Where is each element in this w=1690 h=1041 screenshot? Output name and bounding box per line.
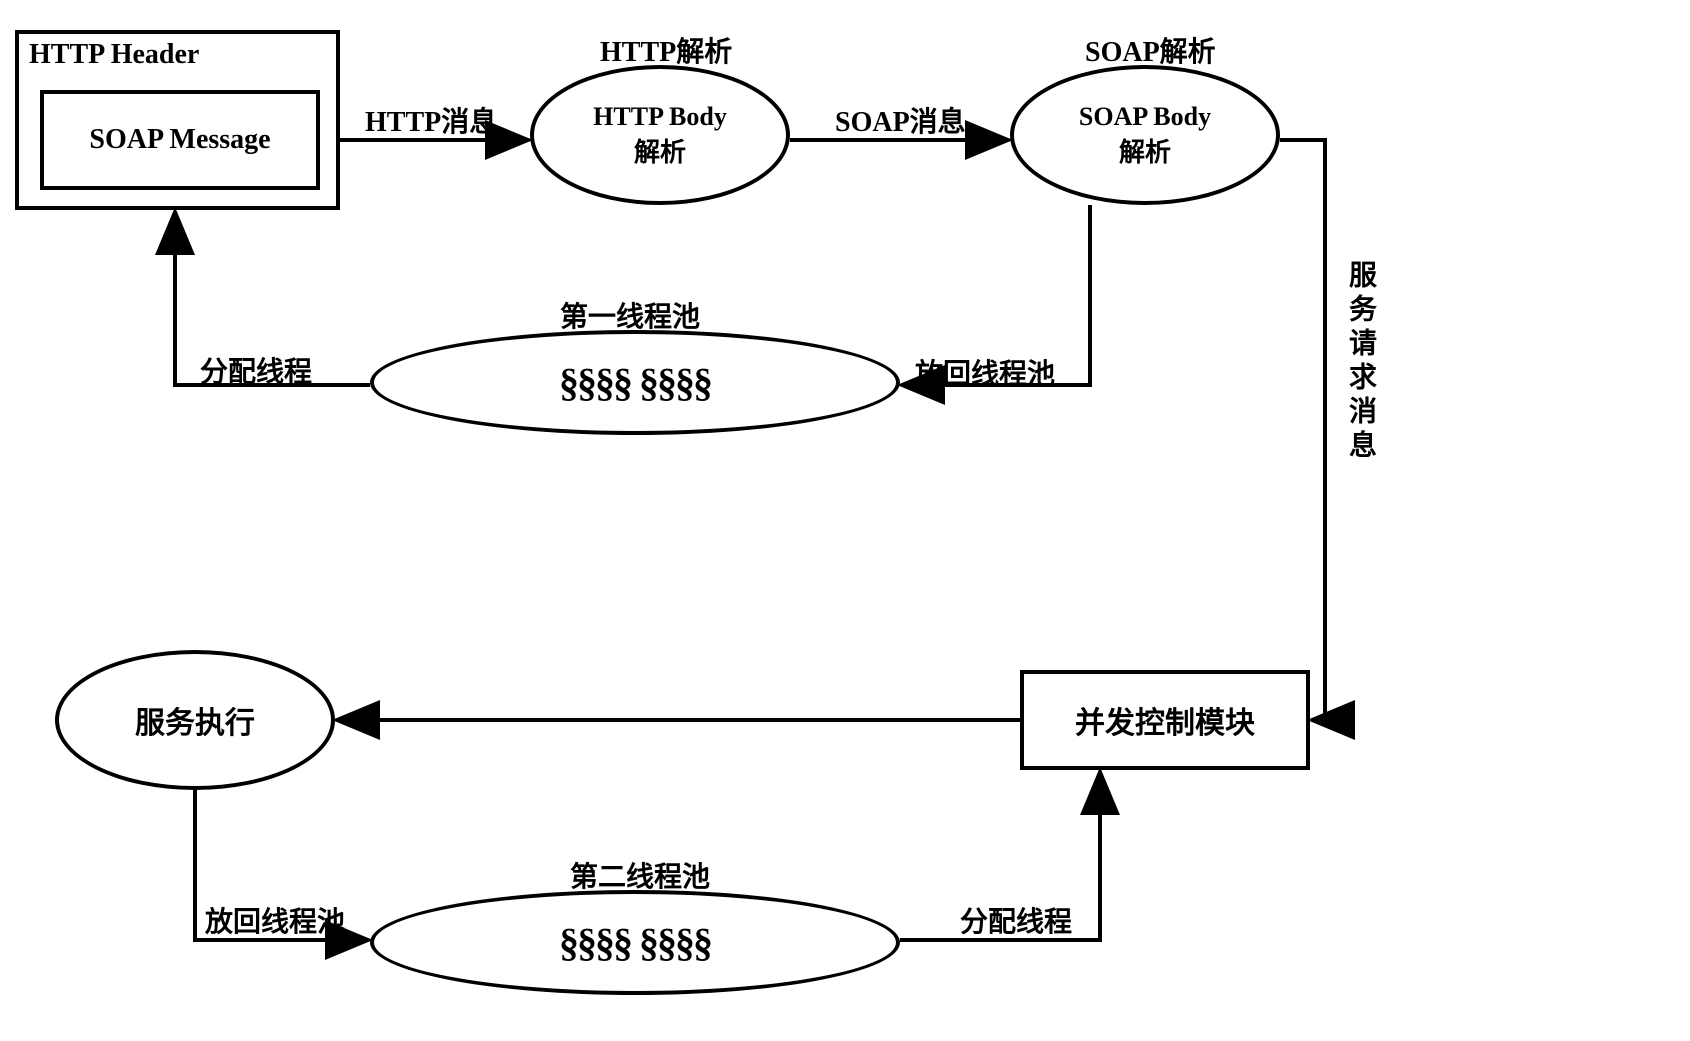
http-body-parse-ellipse: HTTP Body 解析 xyxy=(530,65,790,205)
soap-body-parse-ellipse: SOAP Body 解析 xyxy=(1010,65,1280,205)
pool1-title: 第一线程池 xyxy=(560,295,700,335)
assign-thread1-label: 分配线程 xyxy=(200,350,312,390)
pool1-squiggles: §§§§ §§§§ xyxy=(559,359,711,406)
pool2-squiggles: §§§§ §§§§ xyxy=(559,919,711,966)
soap-message-box: SOAP Message xyxy=(40,90,320,190)
service-exec-label: 服务执行 xyxy=(135,698,255,742)
soap-body-label2: 解析 xyxy=(1119,132,1171,169)
pool2-ellipse: §§§§ §§§§ xyxy=(370,890,900,995)
return-pool2-label: 放回线程池 xyxy=(205,900,345,940)
concurrency-label: 并发控制模块 xyxy=(1075,698,1255,742)
http-body-label2: 解析 xyxy=(634,132,686,169)
soap-parse-title: SOAP解析 xyxy=(1085,30,1216,70)
soap-body-label1: SOAP Body xyxy=(1079,102,1211,132)
service-exec-ellipse: 服务执行 xyxy=(55,650,335,790)
http-parse-title: HTTP解析 xyxy=(600,30,732,70)
http-msg-label: HTTP消息 xyxy=(365,100,497,140)
soap-msg-label: SOAP消息 xyxy=(835,100,966,140)
http-body-label1: HTTP Body xyxy=(593,102,727,132)
http-header-label: HTTP Header xyxy=(29,39,199,71)
pool1-ellipse: §§§§ §§§§ xyxy=(370,330,900,435)
service-req-label: 服务请求消息 xyxy=(1340,260,1380,464)
return-pool1-label: 放回线程池 xyxy=(915,352,1055,392)
pool2-title: 第二线程池 xyxy=(570,855,710,895)
soap-message-label: SOAP Message xyxy=(89,124,270,156)
assign-thread2-label: 分配线程 xyxy=(960,900,1072,940)
concurrency-box: 并发控制模块 xyxy=(1020,670,1310,770)
